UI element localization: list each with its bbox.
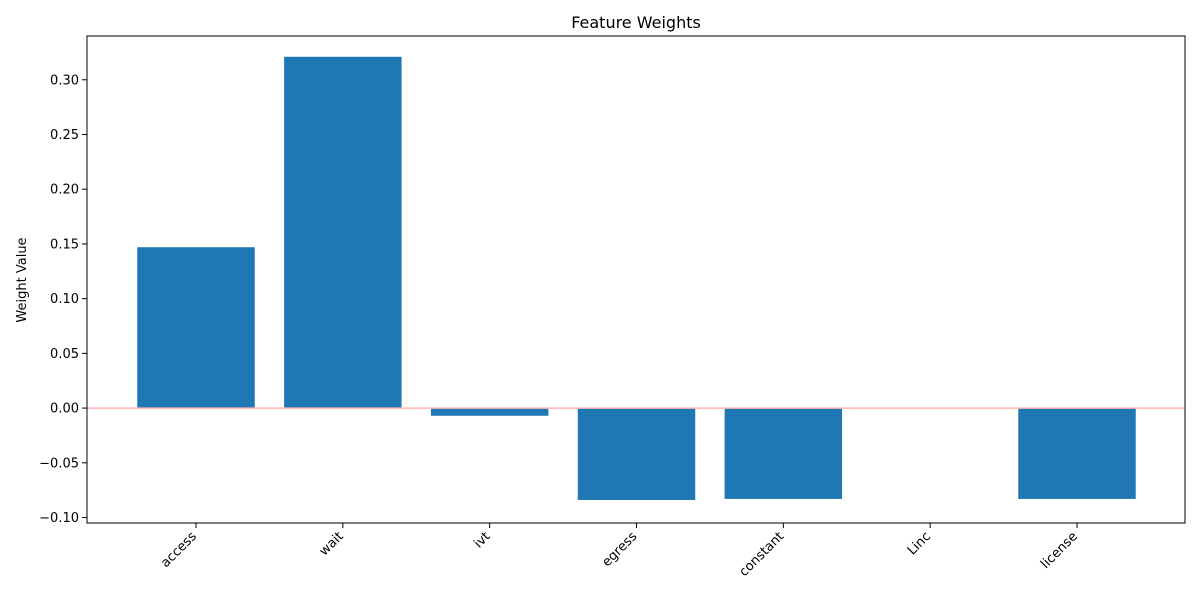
bars-group xyxy=(137,56,1136,501)
y-tick-label: −0.10 xyxy=(39,511,79,526)
bar-egress xyxy=(577,408,696,501)
bar-license xyxy=(1018,408,1136,499)
x-tick-label: egress xyxy=(599,529,640,570)
y-axis-label: Weight Value xyxy=(15,237,30,322)
x-tick-label: license xyxy=(1038,529,1081,572)
x-tick-label: ivt xyxy=(471,529,493,551)
bar-access xyxy=(137,247,255,409)
y-tick-label: −0.05 xyxy=(39,456,79,471)
y-tick-label: 0.00 xyxy=(50,402,79,417)
bar-constant xyxy=(724,408,843,499)
chart-title: Feature Weights xyxy=(571,13,701,32)
y-tick-label: 0.05 xyxy=(50,347,79,362)
x-tick-label: Linc xyxy=(905,529,934,558)
bar-wait xyxy=(284,56,402,409)
y-tick-label: 0.15 xyxy=(50,237,79,252)
x-tick-label: access xyxy=(158,529,200,571)
x-tick-label: constant xyxy=(737,529,788,580)
y-tick-label: 0.20 xyxy=(50,183,79,198)
y-tick-label: 0.25 xyxy=(50,128,79,143)
y-tick-label: 0.30 xyxy=(50,73,79,88)
y-ticks-group: 0.30 0.25 0.20 0.15 0.10 0.05 0.00 −0.05 −0.10 xyxy=(39,73,87,526)
x-tick-label: wait xyxy=(317,529,347,559)
y-tick-label: 0.10 xyxy=(50,292,79,307)
x-ticks-group: access wait ivt egress constant Linc license xyxy=(158,523,1081,580)
bar-ivt xyxy=(430,408,549,416)
